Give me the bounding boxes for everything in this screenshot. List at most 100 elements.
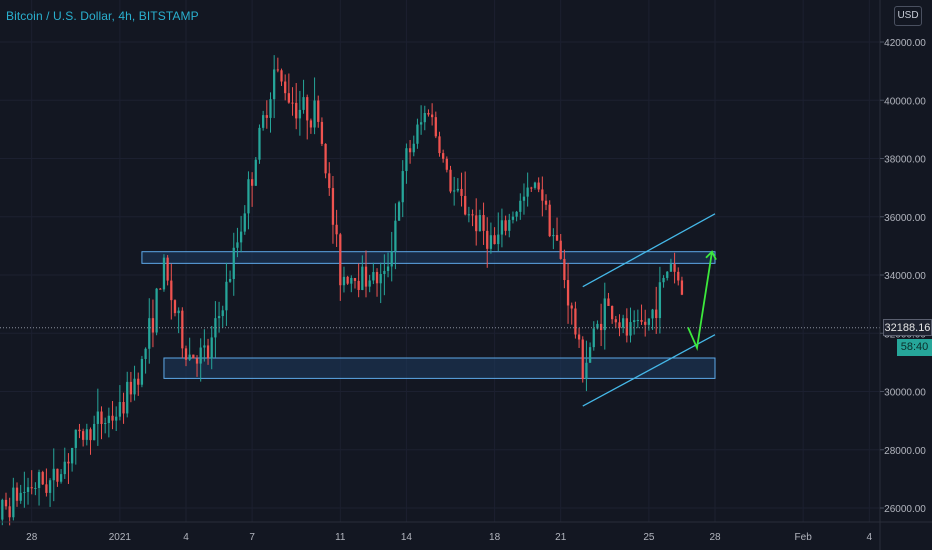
candle-body bbox=[464, 195, 467, 215]
candle-body bbox=[291, 102, 294, 104]
zones bbox=[141, 251, 716, 379]
candle-body bbox=[144, 348, 147, 359]
candle-body bbox=[59, 474, 63, 482]
x-tick-label: 28 bbox=[26, 532, 38, 543]
candle-body bbox=[34, 488, 37, 490]
candle-body bbox=[250, 179, 254, 186]
candle-body bbox=[633, 320, 636, 323]
candle-body bbox=[137, 378, 140, 385]
y-tick-label: 38000.00 bbox=[884, 155, 926, 166]
candle-body bbox=[537, 182, 540, 190]
candle-body bbox=[328, 173, 331, 189]
candle-body bbox=[434, 117, 437, 137]
candle-body bbox=[342, 276, 346, 286]
candle-body bbox=[423, 112, 426, 123]
candle-body bbox=[511, 216, 515, 220]
x-tick-label: 11 bbox=[335, 532, 346, 543]
candle-body bbox=[262, 115, 265, 128]
candle-body bbox=[269, 99, 272, 118]
candle-body bbox=[350, 277, 353, 284]
candle-body bbox=[419, 122, 423, 125]
candle-body bbox=[526, 187, 529, 197]
candle-body bbox=[166, 257, 169, 281]
candle-body bbox=[273, 69, 276, 100]
currency-button[interactable]: USD bbox=[894, 6, 922, 26]
candle-body bbox=[577, 334, 581, 340]
candle-body bbox=[159, 288, 162, 290]
candle-body bbox=[408, 148, 412, 153]
candle-body bbox=[504, 220, 507, 231]
x-tick-label: 4 bbox=[183, 532, 189, 543]
candle-body bbox=[515, 211, 518, 217]
candle-body bbox=[52, 468, 55, 481]
candle-body bbox=[364, 266, 368, 287]
candle-body bbox=[265, 115, 268, 118]
candle-body bbox=[104, 423, 107, 425]
candle-body bbox=[438, 136, 441, 154]
candle-body bbox=[427, 112, 430, 115]
candle-body bbox=[243, 213, 246, 232]
candle-body bbox=[519, 200, 522, 212]
candle-body bbox=[559, 240, 562, 259]
candle-body bbox=[89, 429, 92, 441]
candle-body bbox=[655, 309, 658, 319]
candle-body bbox=[82, 431, 85, 440]
candle-body bbox=[48, 480, 52, 493]
candle-body bbox=[70, 447, 74, 464]
candle-body bbox=[115, 416, 118, 421]
candle-body bbox=[45, 484, 48, 493]
candle-body bbox=[611, 305, 614, 320]
candle-body bbox=[78, 429, 81, 432]
candle-body bbox=[188, 354, 191, 360]
candle-body bbox=[622, 318, 625, 328]
y-tick-label: 26000.00 bbox=[884, 504, 926, 515]
candle-body bbox=[361, 266, 364, 290]
chart-title: Bitcoin / U.S. Dollar, 4h, BITSTAMP bbox=[6, 9, 199, 23]
candle-body bbox=[217, 316, 221, 319]
candle-body bbox=[497, 234, 500, 245]
candle-body bbox=[486, 230, 489, 249]
candle-body bbox=[100, 411, 103, 425]
candle-body bbox=[390, 251, 393, 267]
candle-body bbox=[37, 472, 41, 489]
candle-body bbox=[170, 280, 173, 301]
x-tick-label: 14 bbox=[401, 532, 413, 543]
candle-body bbox=[379, 273, 382, 284]
y-tick-label: 34000.00 bbox=[884, 271, 926, 282]
candle-body bbox=[614, 319, 617, 323]
candle-body bbox=[96, 411, 99, 424]
candle-body bbox=[107, 415, 110, 424]
x-tick-label: 18 bbox=[489, 532, 501, 543]
candle-body bbox=[199, 347, 202, 364]
candle-body bbox=[442, 153, 445, 159]
x-tick-label: 25 bbox=[643, 532, 655, 543]
candle-body bbox=[548, 204, 551, 237]
candle-body bbox=[383, 270, 386, 274]
candle-body bbox=[126, 381, 129, 414]
candle-body bbox=[23, 491, 26, 493]
candle-body bbox=[247, 179, 250, 214]
candle-body bbox=[339, 234, 342, 286]
candle-body bbox=[651, 309, 654, 319]
candle-body bbox=[148, 318, 151, 349]
candle-body bbox=[666, 271, 669, 278]
candle-body bbox=[151, 318, 155, 333]
candle-body bbox=[302, 97, 305, 110]
candle-body bbox=[357, 280, 360, 290]
projection-arrowhead bbox=[705, 250, 717, 261]
candle-body bbox=[489, 235, 493, 249]
candle-body bbox=[375, 272, 379, 284]
candle-body bbox=[566, 280, 570, 306]
y-tick-label: 40000.00 bbox=[884, 96, 926, 107]
y-tick-label: 36000.00 bbox=[884, 213, 926, 224]
candle-body bbox=[596, 323, 599, 329]
candle-body bbox=[453, 190, 456, 192]
candle-body bbox=[346, 276, 349, 284]
candle-body bbox=[368, 280, 371, 287]
candle-body bbox=[324, 143, 327, 174]
candle-body bbox=[203, 345, 206, 348]
candle-body bbox=[295, 102, 298, 119]
candle-body bbox=[662, 277, 665, 283]
